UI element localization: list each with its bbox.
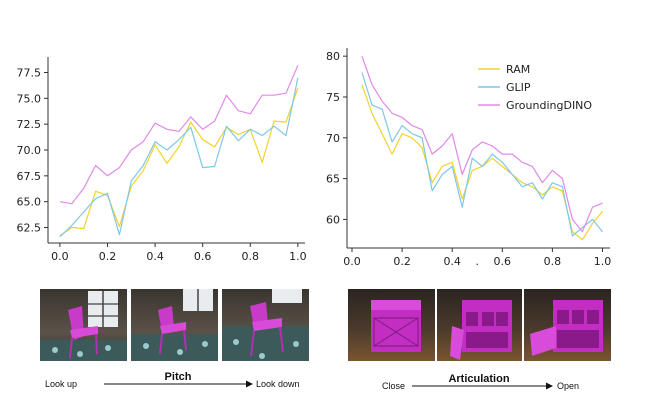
render-close — [348, 289, 435, 361]
caption-articulation: Close Articulation Open — [382, 373, 579, 391]
left-series-glip — [59, 77, 299, 238]
left-ytick-label: 77.5 — [17, 67, 42, 80]
right-xtick-label: . — [475, 255, 479, 268]
caption-pitch-arrowhead — [246, 380, 253, 388]
right-xtick-label: 0.2 — [393, 255, 411, 268]
right-xtick-label: 0.4 — [443, 255, 461, 268]
left-xtick-label: 0.0 — [51, 250, 69, 263]
chart-pitch: 62.5 65.0 67.5 70.0 72.5 75.0 77.5 0.0 0.2 0.4 0.… — [17, 57, 307, 263]
caption-look-down: Look down — [256, 379, 300, 389]
left-series-groundingdino — [59, 65, 299, 205]
left-xtick-label: 0.6 — [194, 250, 212, 263]
left-series-ram — [59, 87, 299, 237]
legend-label-groundingdino: GroundingDINO — [506, 99, 592, 112]
left-ytick-label: 65.0 — [17, 196, 42, 209]
caption-pitch: Look up Pitch Look down — [45, 371, 300, 389]
caption-pitch-title: Pitch — [165, 371, 192, 383]
left-ytick-label: 72.5 — [17, 118, 42, 131]
right-xtick-label: 0.8 — [544, 255, 562, 268]
caption-articulation-title: Articulation — [448, 373, 509, 385]
left-ytick-label: 67.5 — [17, 170, 42, 183]
left-xtick-label: 0.2 — [99, 250, 117, 263]
caption-close: Close — [382, 381, 405, 391]
left-xtick-label: 1.0 — [289, 250, 307, 263]
caption-open: Open — [557, 381, 579, 391]
left-ytick-label: 70.0 — [17, 144, 42, 157]
right-ytick-label: 75 — [326, 91, 340, 104]
legend-label-glip: GLIP — [506, 81, 531, 94]
right-xtick-label: 0.6 — [494, 255, 512, 268]
right-ytick-label: 65 — [326, 173, 340, 186]
render-open — [524, 289, 611, 361]
right-series-groundingdino — [361, 56, 603, 233]
render-look-up — [40, 289, 127, 361]
render-articulation-mid — [437, 289, 522, 361]
legend-label-ram: RAM — [506, 63, 530, 76]
left-xtick-label: 0.4 — [146, 250, 164, 263]
chart-articulation: 60 65 70 75 80 0.0 0.2 0.4. 0.6 0.8 1.0 — [326, 48, 611, 268]
caption-look-up: Look up — [45, 379, 77, 389]
right-xtick-label: 0.0 — [343, 255, 361, 268]
left-xtick-label: 0.8 — [242, 250, 260, 263]
caption-articulation-arrowhead — [546, 382, 553, 390]
legend: RAM GLIP GroundingDINO — [478, 63, 592, 112]
right-ytick-label: 60 — [326, 213, 340, 226]
render-look-down — [222, 289, 309, 361]
right-ytick-label: 70 — [326, 132, 340, 145]
left-ytick-label: 75.0 — [17, 92, 42, 105]
right-ytick-label: 80 — [326, 50, 340, 63]
right-xtick-label: 1.0 — [594, 255, 612, 268]
render-pitch-mid — [131, 289, 218, 361]
left-ytick-label: 62.5 — [17, 222, 42, 235]
right-series-glip — [361, 72, 603, 237]
